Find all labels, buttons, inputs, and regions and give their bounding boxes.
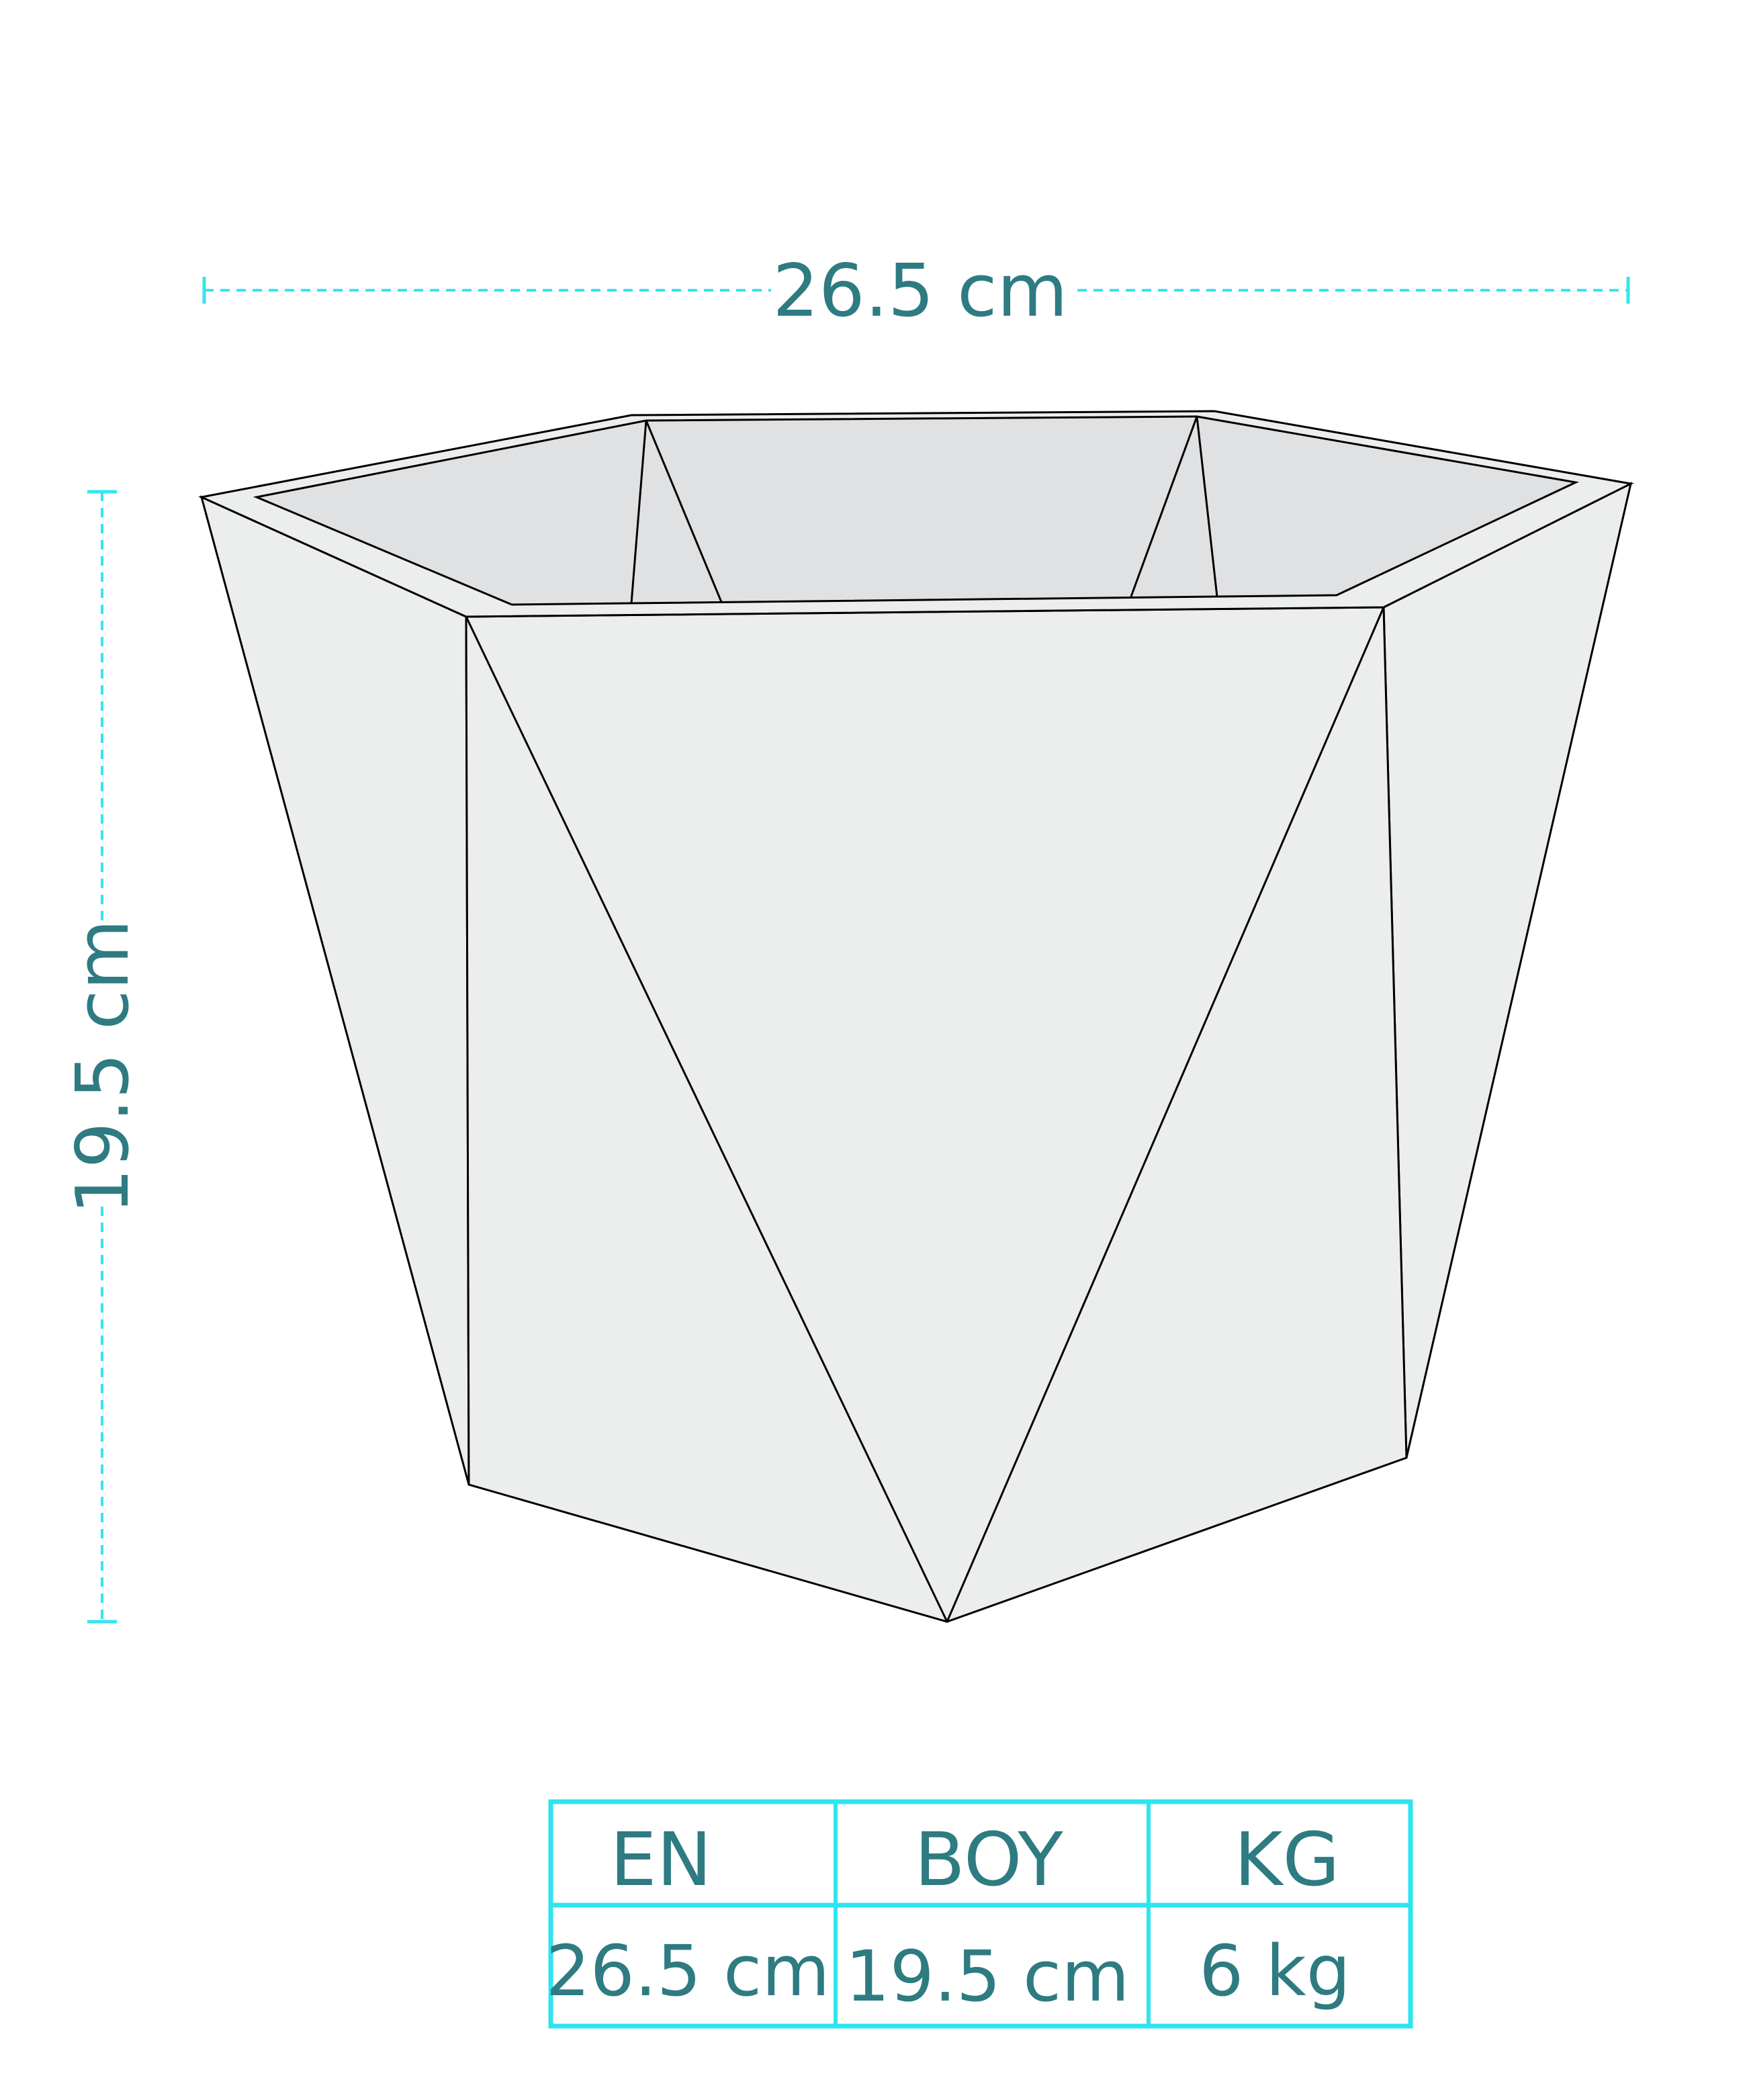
spec-table-border	[548, 1799, 1413, 2029]
planter-right-face	[1382, 482, 1633, 1458]
front-facet-edge-right	[946, 607, 1385, 1622]
interior-fold-line	[645, 420, 723, 603]
interior-fold-line	[1196, 416, 1218, 597]
spec-table: EN BOY KG 26.5 cm 19.5 cm 6 kg	[545, 1799, 1413, 2029]
height-dimension: 19.5 cm	[61, 490, 145, 1624]
planter-drawing	[198, 410, 1634, 1623]
planter-front-face	[465, 606, 1408, 1623]
front-facet-edge-left	[465, 616, 948, 1622]
width-dimension: 26.5 cm	[202, 249, 1630, 333]
width-dimension-label: 26.5 cm	[772, 249, 1067, 333]
table-header-weight: KG	[1234, 1817, 1339, 1902]
height-dimension-label: 19.5 cm	[61, 919, 145, 1214]
interior-fold-line	[1130, 416, 1198, 597]
table-header-width: EN	[610, 1817, 712, 1902]
table-value-weight: 6 kg	[1199, 1930, 1350, 2012]
table-header-height: BOY	[914, 1817, 1063, 1902]
planter-left-face	[199, 495, 470, 1485]
table-value-height: 19.5 cm	[845, 1935, 1129, 2017]
table-value-width: 26.5 cm	[545, 1930, 830, 2012]
interior-fold-line	[630, 420, 647, 604]
